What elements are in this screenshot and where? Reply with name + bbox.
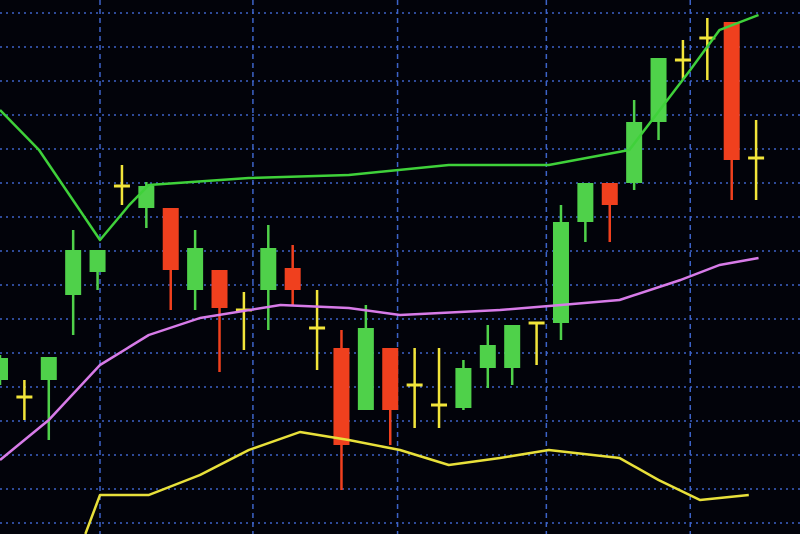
- candle-body: [113, 184, 130, 188]
- candle-body: [748, 156, 765, 160]
- candle-body: [406, 383, 423, 387]
- candle-body: [16, 395, 33, 399]
- candle-body: [601, 183, 618, 205]
- candle-body: [65, 250, 82, 295]
- candle-body: [699, 36, 716, 40]
- candle-body: [40, 357, 57, 380]
- candle-body: [504, 325, 521, 368]
- candle-body: [382, 348, 399, 410]
- candle-body: [260, 248, 277, 290]
- indicator-line: [0, 256, 759, 461]
- candle-body: [552, 222, 569, 323]
- candle-body: [455, 368, 472, 408]
- candle-body: [162, 208, 179, 270]
- candle-body: [674, 58, 691, 62]
- candle-body: [211, 270, 228, 308]
- candle-body: [357, 328, 374, 410]
- indicator-line: [84, 430, 749, 534]
- candle-body: [0, 358, 8, 380]
- candle-body: [723, 22, 740, 160]
- candle-body: [89, 250, 106, 272]
- candle-body: [431, 403, 448, 407]
- candle-body: [187, 248, 204, 290]
- candle-body: [309, 326, 326, 330]
- candle-body: [138, 186, 155, 208]
- candle-body: [577, 183, 594, 222]
- candle-body: [284, 268, 301, 290]
- candle-body: [333, 348, 350, 445]
- candle-body: [626, 122, 643, 183]
- indicator-line: [0, 13, 759, 242]
- candle-body: [528, 321, 545, 325]
- candle-body: [479, 345, 496, 368]
